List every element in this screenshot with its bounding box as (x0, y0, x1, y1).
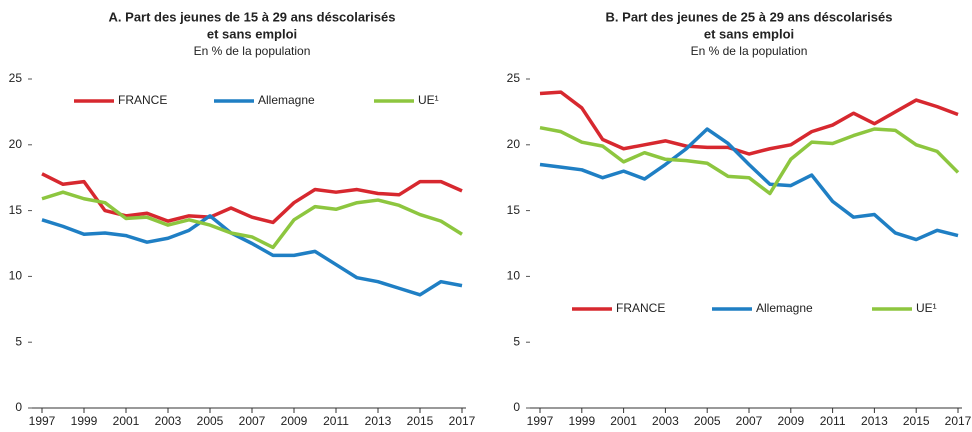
x-tick-label: 2011 (323, 414, 349, 428)
legend-label: FRANCE (616, 301, 665, 315)
x-tick-label: 2007 (736, 414, 763, 428)
x-tick-label: 2001 (113, 414, 140, 428)
y-tick-label: 20 (9, 137, 23, 151)
legend-label: Allemagne (756, 301, 813, 315)
x-tick-label: 2009 (777, 414, 804, 428)
y-tick-label: 15 (507, 203, 521, 217)
y-tick-label: 20 (507, 137, 521, 151)
y-tick-label: 5 (15, 334, 22, 348)
x-tick-label: 2007 (239, 414, 266, 428)
line-series (41, 172, 463, 225)
x-tick-label: 2017 (449, 414, 476, 428)
x-tick-label: 2011 (820, 414, 846, 428)
y-tick-label: 25 (9, 71, 23, 85)
x-tick-label: 1999 (568, 414, 595, 428)
y-tick-label: 0 (513, 400, 520, 414)
legend-label: UE¹ (916, 301, 937, 315)
x-tick-label: 2015 (407, 414, 434, 428)
x-tick-label: 2003 (652, 414, 679, 428)
legend-label: UE¹ (418, 93, 439, 107)
y-tick-label: 0 (15, 400, 22, 414)
x-tick-label: 2005 (197, 414, 224, 428)
line-series (41, 190, 463, 250)
legend-label: FRANCE (118, 93, 167, 107)
y-tick-label: 15 (9, 203, 23, 217)
line-series (539, 127, 959, 242)
y-tick-label: 25 (507, 71, 521, 85)
y-tick-label: 10 (9, 269, 23, 283)
y-tick-label: 5 (513, 334, 520, 348)
x-tick-label: 2013 (365, 414, 392, 428)
x-tick-label: 2017 (945, 414, 972, 428)
chart-subtitle: En % de la population (194, 44, 311, 58)
chart-title: et sans emploi (704, 26, 794, 41)
chart-subtitle: En % de la population (691, 44, 808, 58)
x-tick-label: 2005 (694, 414, 721, 428)
chart-title: et sans emploi (207, 26, 297, 41)
x-tick-label: 1997 (527, 414, 554, 428)
line-series (41, 214, 463, 297)
x-tick-label: 1997 (29, 414, 56, 428)
x-tick-label: 2003 (155, 414, 182, 428)
x-tick-label: 2009 (281, 414, 308, 428)
line-series (539, 90, 959, 156)
chart-title: B. Part des jeunes de 25 à 29 ans déscol… (606, 9, 893, 24)
x-tick-label: 2015 (903, 414, 930, 428)
legend-label: Allemagne (258, 93, 315, 107)
chart-title: A. Part des jeunes de 15 à 29 ans déscol… (109, 9, 396, 24)
x-tick-label: 2013 (861, 414, 888, 428)
line-series (539, 125, 960, 196)
x-tick-label: 2001 (610, 414, 637, 428)
x-tick-label: 1999 (71, 414, 98, 428)
y-tick-label: 10 (507, 269, 521, 283)
